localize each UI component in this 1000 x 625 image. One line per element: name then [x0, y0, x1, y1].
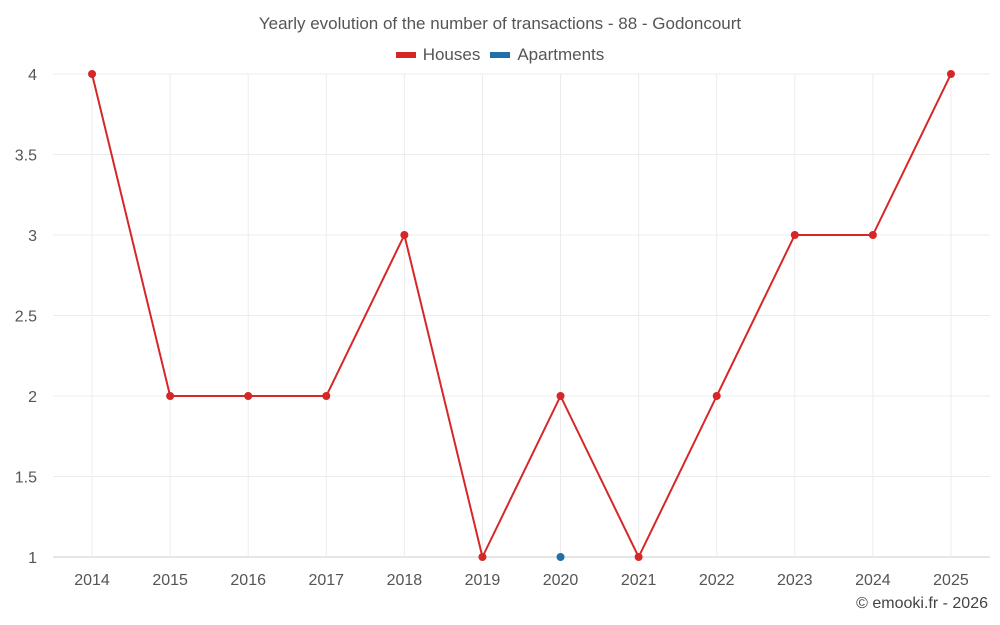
data-point-houses — [400, 231, 409, 239]
data-point-houses — [712, 392, 721, 400]
legend-item-apartments[interactable]: Apartments — [490, 45, 604, 65]
data-point-houses — [946, 70, 955, 78]
x-tick-label: 2014 — [74, 572, 110, 589]
data-point-houses — [478, 553, 487, 561]
data-point-houses — [244, 392, 253, 400]
data-point-houses — [634, 553, 643, 561]
series-line-houses — [91, 73, 952, 558]
y-tick-label: 1 — [28, 550, 37, 567]
y-tick-label: 4 — [28, 67, 37, 84]
y-tick-label: 1.5 — [15, 470, 37, 487]
data-point-houses — [88, 70, 97, 78]
data-point-houses — [868, 231, 877, 239]
y-tick-label: 3 — [28, 228, 37, 245]
x-tick-label: 2017 — [308, 572, 344, 589]
x-tick-label: 2023 — [777, 572, 813, 589]
legend-label-apartments: Apartments — [517, 45, 605, 64]
legend-label-houses: Houses — [422, 45, 481, 64]
x-tick-label: 2016 — [230, 572, 266, 589]
legend-swatch-houses — [395, 52, 416, 58]
y-tick-label: 3.5 — [15, 148, 37, 165]
data-point-houses — [556, 392, 565, 400]
data-point-apartments — [556, 553, 565, 561]
x-tick-label: 2022 — [699, 572, 735, 589]
data-point-houses — [790, 231, 799, 239]
data-point-houses — [166, 392, 175, 400]
chart-title: Yearly evolution of the number of transa… — [258, 14, 742, 33]
x-tick-label: 2025 — [933, 572, 969, 589]
x-tick-label: 2019 — [465, 572, 501, 589]
credit-text: © emooki.fr - 2026 — [856, 595, 988, 612]
data-point-houses — [322, 392, 331, 400]
legend: Houses Apartments — [0, 45, 1000, 65]
x-tick-label: 2021 — [621, 572, 657, 589]
x-tick-label: 2018 — [387, 572, 423, 589]
legend-swatch-apartments — [490, 52, 511, 58]
x-tick-label: 2020 — [543, 572, 579, 589]
y-tick-label: 2.5 — [15, 309, 37, 326]
x-tick-label: 2024 — [855, 572, 891, 589]
x-tick-label: 2015 — [152, 572, 188, 589]
y-tick-label: 2 — [28, 389, 37, 406]
legend-item-houses[interactable]: Houses — [395, 45, 481, 65]
